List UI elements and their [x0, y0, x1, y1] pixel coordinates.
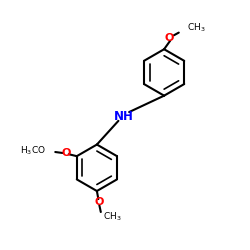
Text: CH$_3$: CH$_3$ — [187, 22, 206, 34]
Text: NH: NH — [114, 110, 134, 123]
Text: O: O — [62, 148, 71, 158]
Text: CH$_3$: CH$_3$ — [103, 211, 122, 223]
Text: O: O — [165, 33, 174, 43]
Text: H$_3$CO: H$_3$CO — [20, 144, 46, 157]
Text: O: O — [94, 196, 104, 206]
